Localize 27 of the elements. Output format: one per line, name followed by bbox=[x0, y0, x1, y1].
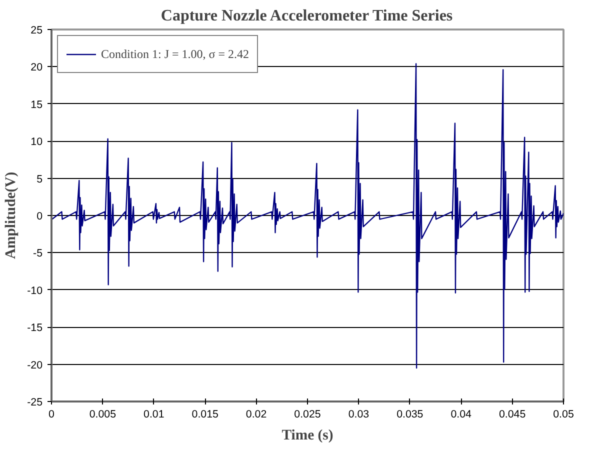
x-tick-label: 0.005 bbox=[89, 408, 116, 420]
x-tick-label: 0.035 bbox=[396, 408, 424, 420]
x-tick-label: 0.05 bbox=[553, 408, 574, 420]
y-tick-label: -20 bbox=[27, 359, 43, 372]
chart-title: Capture Nozzle Accelerometer Time Series bbox=[160, 8, 453, 24]
x-tick-label: 0.015 bbox=[192, 408, 219, 420]
y-tick-label: 5 bbox=[36, 173, 43, 186]
legend-label: Condition 1: J = 1.00, σ = 2.42 bbox=[101, 46, 250, 62]
y-tick-label: 20 bbox=[30, 62, 43, 74]
y-axis-title: Amplitude(V) bbox=[3, 172, 20, 260]
x-tick-label: 0.01 bbox=[144, 408, 164, 420]
x-axis-title: Time (s) bbox=[282, 428, 334, 444]
x-tick-label: 0.025 bbox=[294, 408, 321, 420]
y-tick-label: -15 bbox=[27, 322, 43, 334]
y-tick-label: -10 bbox=[27, 284, 43, 297]
y-tick-label: 15 bbox=[30, 98, 43, 111]
y-tick-label: 0 bbox=[36, 210, 43, 222]
y-tick-label: -5 bbox=[33, 248, 43, 260]
line-series bbox=[52, 63, 564, 369]
x-tick-label: 0.03 bbox=[348, 408, 370, 420]
x-tick-label: 0.045 bbox=[498, 408, 526, 420]
x-tick-label: 0 bbox=[48, 408, 55, 420]
y-tick-label: -25 bbox=[27, 396, 43, 408]
x-tick-label: 0.02 bbox=[246, 408, 267, 420]
y-tick-label: 25 bbox=[30, 24, 43, 36]
y-tick-label: 10 bbox=[30, 136, 43, 148]
x-tick-label: 0.04 bbox=[450, 408, 472, 420]
